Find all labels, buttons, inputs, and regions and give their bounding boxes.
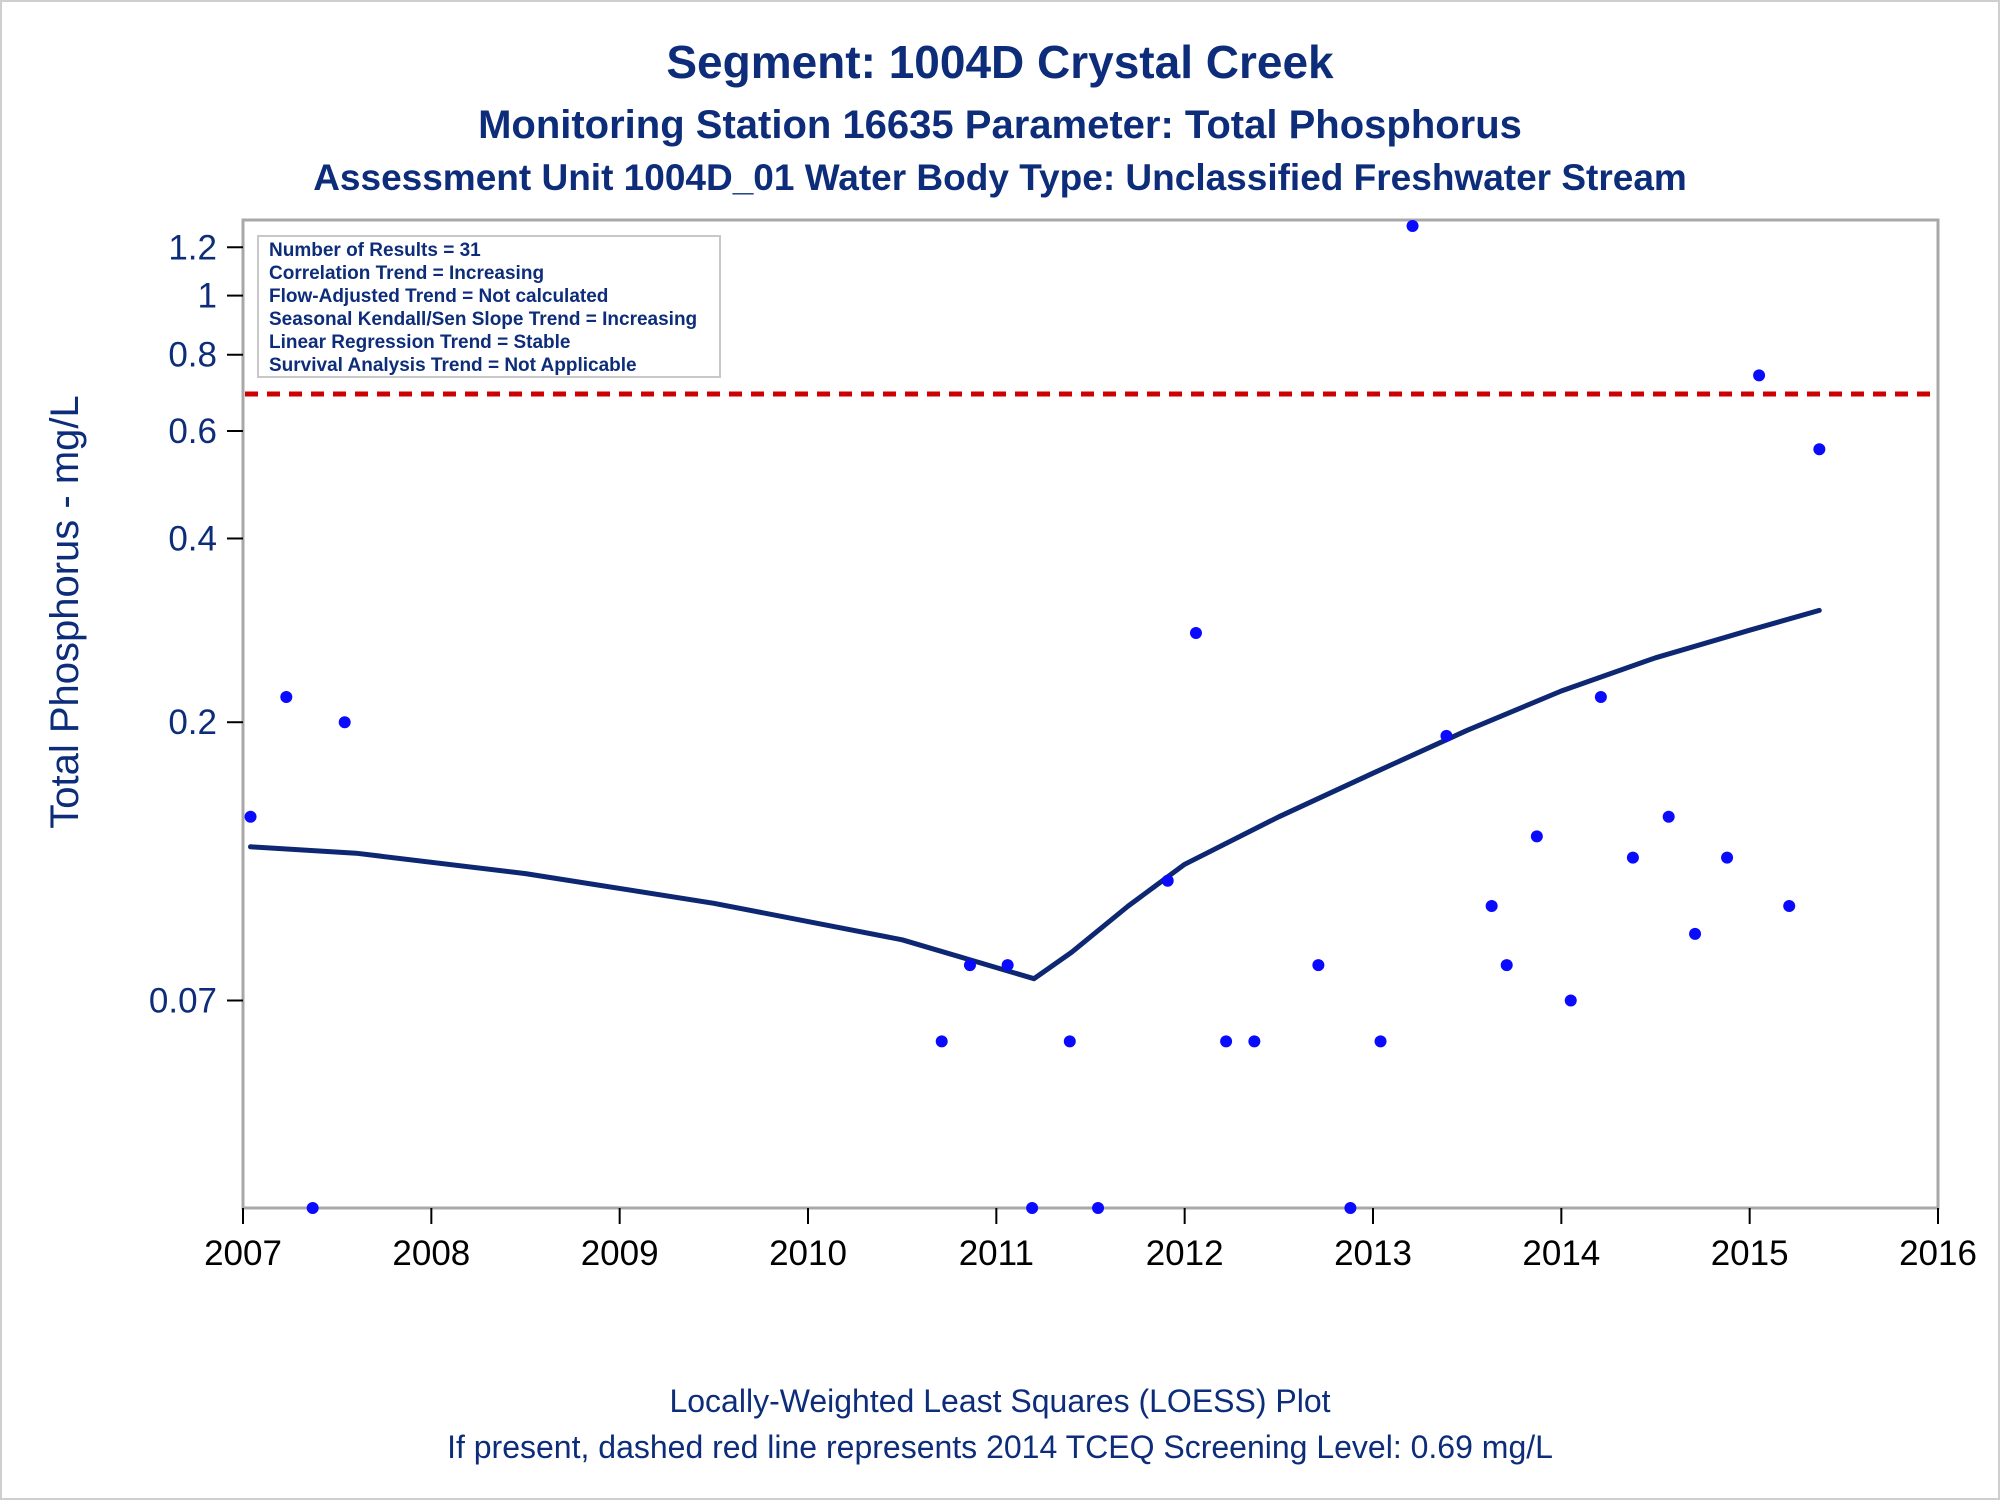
x-tick-label: 2011: [959, 1234, 1034, 1273]
data-point: [1374, 1035, 1387, 1048]
stats-line: Linear Regression Trend = Stable: [269, 332, 570, 353]
plot-area-frame: [241, 218, 1940, 1210]
stats-line: Number of Results = 31: [269, 240, 481, 261]
x-tick-label: 2009: [581, 1234, 659, 1273]
data-point: [280, 690, 293, 703]
data-point: [1312, 959, 1325, 972]
data-point: [1161, 874, 1174, 887]
loess-layer: [248, 607, 1822, 982]
data-point: [1248, 1035, 1261, 1048]
chart-subtitle-2: Assessment Unit 1004D_01 Water Body Type…: [313, 157, 1687, 198]
stats-line: Correlation Trend = Increasing: [269, 263, 544, 284]
y-tick-label: 1.2: [168, 228, 217, 267]
chart-subtitle: Monitoring Station 16635 Parameter: Tota…: [478, 103, 1522, 147]
data-point: [1063, 1035, 1076, 1048]
axes-layer: [241, 218, 1940, 1210]
data-point: [935, 1035, 948, 1048]
x-tick-label: 2008: [392, 1234, 470, 1273]
data-point: [1626, 851, 1639, 864]
x-tick-label: 2015: [1711, 1234, 1789, 1273]
data-point: [1344, 1202, 1357, 1214]
data-point: [1753, 369, 1766, 382]
stats-line: Seasonal Kendall/Sen Slope Trend = Incre…: [269, 309, 697, 330]
y-tick-label: 0.6: [168, 412, 217, 451]
x-tick-layer: 2007 2008 2009 2010 2011 2012 2013 2014 2015 2016: [204, 1208, 1977, 1273]
chart-title: Segment: 1004D Crystal Creek: [666, 36, 1334, 88]
x-tick-label: 2016: [1899, 1234, 1977, 1273]
data-point: [1721, 851, 1734, 864]
data-point: [1564, 994, 1577, 1007]
footnote-line-1: Locally-Weighted Least Squares (LOESS) P…: [669, 1383, 1330, 1419]
y-tick-label: 0.4: [168, 519, 217, 558]
data-point: [1500, 959, 1513, 972]
data-point: [1783, 899, 1796, 912]
stats-inset-box: [257, 235, 721, 378]
x-tick-label: 2007: [204, 1234, 282, 1273]
data-point: [1594, 690, 1607, 703]
points-layer: [244, 220, 1826, 1214]
data-point: [963, 959, 976, 972]
data-point: [1530, 830, 1543, 843]
data-point: [1813, 443, 1826, 456]
data-point: [1689, 927, 1702, 940]
data-point: [1485, 899, 1498, 912]
x-tick-label: 2014: [1522, 1234, 1600, 1273]
data-point: [1026, 1202, 1039, 1214]
x-tick-label: 2013: [1334, 1234, 1412, 1273]
x-tick-label: 2012: [1146, 1234, 1224, 1273]
data-point: [1092, 1202, 1105, 1214]
data-point: [1440, 729, 1453, 742]
data-point: [1406, 220, 1419, 233]
y-axis-label: Total Phosphorus - mg/L: [43, 395, 87, 829]
y-tick-label: 0.2: [168, 703, 217, 742]
data-point: [1189, 627, 1202, 640]
y-tick-label: 1: [198, 277, 217, 316]
data-point: [244, 810, 257, 823]
x-tick-label: 2010: [769, 1234, 847, 1273]
data-point: [1662, 810, 1675, 823]
stats-line: Flow-Adjusted Trend = Not calculated: [269, 286, 608, 307]
loess-curve: [248, 607, 1822, 982]
footnote-line-2: If present, dashed red line represents 2…: [447, 1429, 1553, 1465]
y-tick-label: 0.07: [149, 982, 217, 1021]
data-point: [306, 1202, 319, 1214]
y-tick-label: 0.8: [168, 336, 217, 375]
stats-line: Survival Analysis Trend = Not Applicable: [269, 355, 637, 376]
data-point: [338, 716, 351, 729]
data-point: [1001, 959, 1014, 972]
data-point: [1220, 1035, 1233, 1048]
y-tick-layer: 1.2 1 0.8 0.6 0.4 0.2 0.07: [149, 228, 243, 1021]
